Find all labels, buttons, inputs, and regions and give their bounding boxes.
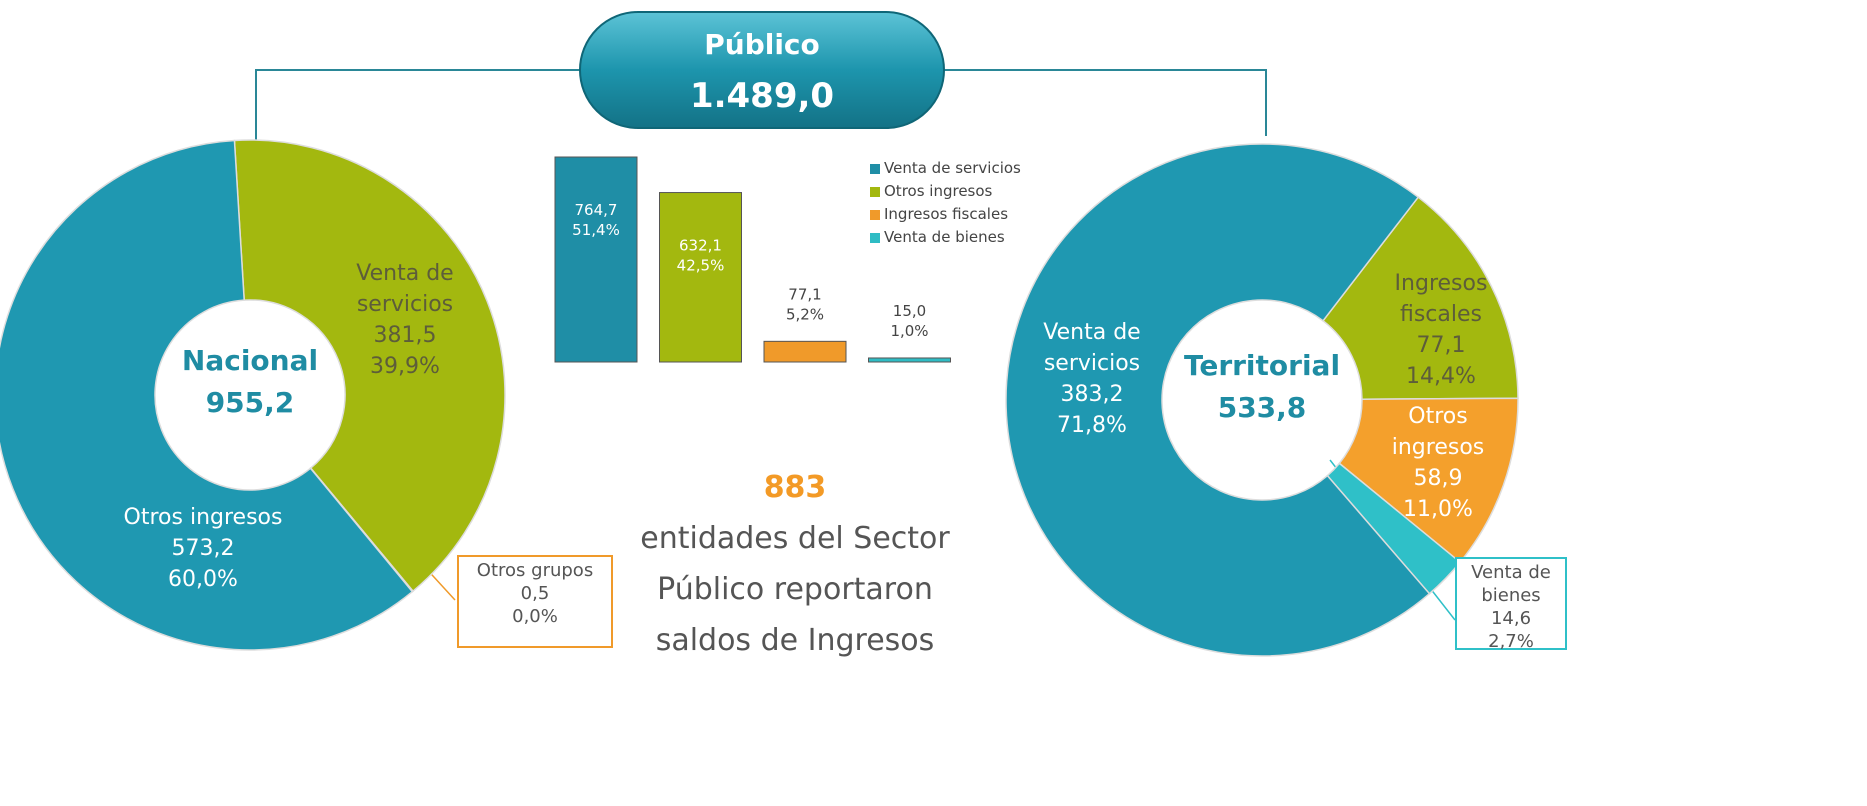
note: 883 entidades del Sector Público reporta… [605, 462, 985, 666]
donut-total: 533,8 [1217, 391, 1307, 424]
donut-slice [233, 139, 506, 593]
slice-value: 383,2 [1060, 382, 1124, 407]
slice-percent: 2,7% [1488, 631, 1534, 652]
donut-center: Territorial 533,8 [1184, 345, 1340, 429]
slice-percent: 71,8% [1057, 413, 1127, 438]
legend-label: Otros ingresos [884, 182, 993, 200]
bar-value-label: 632,1 [679, 237, 722, 255]
note-count: 883 [763, 470, 827, 505]
slice-value: 381,5 [373, 323, 437, 348]
slice-value: 77,1 [1416, 333, 1466, 358]
note-text: entidades del Sector Público reportaron … [640, 521, 950, 658]
legend-label: Venta de servicios [884, 159, 1021, 177]
slice-value: 573,2 [171, 536, 235, 561]
bar-value-label: 15,0 [893, 302, 926, 320]
donut-slice [1321, 196, 1519, 401]
connector [255, 69, 580, 142]
bar-value-label: 77,1 [788, 285, 821, 303]
slice-name: Otros ingresos [123, 505, 283, 530]
donut-title: Nacional [181, 344, 319, 377]
slice-percent: 14,4% [1406, 364, 1476, 389]
slice-value: 0,5 [520, 583, 550, 604]
slice-name: Ingresos fiscales [1394, 271, 1488, 327]
header-pill [579, 11, 945, 129]
bar [763, 340, 847, 363]
donut-slice [0, 139, 414, 651]
slice-label: Venta de servicios 381,5 39,9% [335, 258, 475, 382]
bar-percent-label: 51,4% [572, 221, 620, 239]
slice-name: Otros grupos [476, 560, 594, 581]
bar-value-label: 764,7 [575, 201, 618, 219]
donut-slice [1005, 143, 1431, 657]
slice-name: Venta de bienes [1471, 562, 1551, 606]
header-title: Público [704, 28, 820, 61]
callout-box: Otros grupos 0,5 0,0% [457, 555, 613, 648]
legend-swatch [870, 233, 880, 243]
donut-center: Nacional 955,2 [182, 340, 318, 424]
slice-percent: 0,0% [512, 606, 558, 627]
header-total: 1.489,0 [689, 76, 835, 116]
slice-percent: 11,0% [1403, 497, 1473, 522]
bar [659, 192, 742, 363]
slice-percent: 39,9% [370, 354, 440, 379]
slice-name: Venta de servicios [1043, 320, 1141, 376]
legend-label: Venta de bienes [884, 228, 1005, 246]
slice-name: Otros ingresos [1391, 404, 1485, 460]
slice-percent: 60,0% [168, 567, 238, 592]
slice-value: 58,9 [1413, 466, 1463, 491]
bar [554, 156, 638, 363]
slice-label: Otros ingresos 58,9 11,0% [1383, 401, 1493, 525]
slice-label: Ingresos fiscales 77,1 14,4% [1381, 268, 1501, 392]
donut-title: Territorial [1183, 349, 1341, 382]
legend-swatch [870, 164, 880, 174]
slice-value: 14,6 [1490, 608, 1532, 629]
bar-percent-label: 1,0% [890, 322, 928, 340]
legend-swatch [870, 210, 880, 220]
slice-label: Otros ingresos 573,2 60,0% [93, 502, 313, 595]
donut-total: 955,2 [205, 386, 295, 419]
bar-percent-label: 5,2% [786, 305, 824, 323]
bar [868, 357, 951, 363]
connector [944, 69, 1267, 136]
legend-swatch [870, 187, 880, 197]
bar-percent-label: 42,5% [677, 257, 725, 275]
slice-name: Venta de servicios [356, 261, 454, 317]
callout-box: Venta de bienes 14,6 2,7% [1455, 557, 1567, 652]
slice-label: Venta de servicios 383,2 71,8% [1027, 317, 1157, 441]
legend-label: Ingresos fiscales [884, 205, 1008, 223]
